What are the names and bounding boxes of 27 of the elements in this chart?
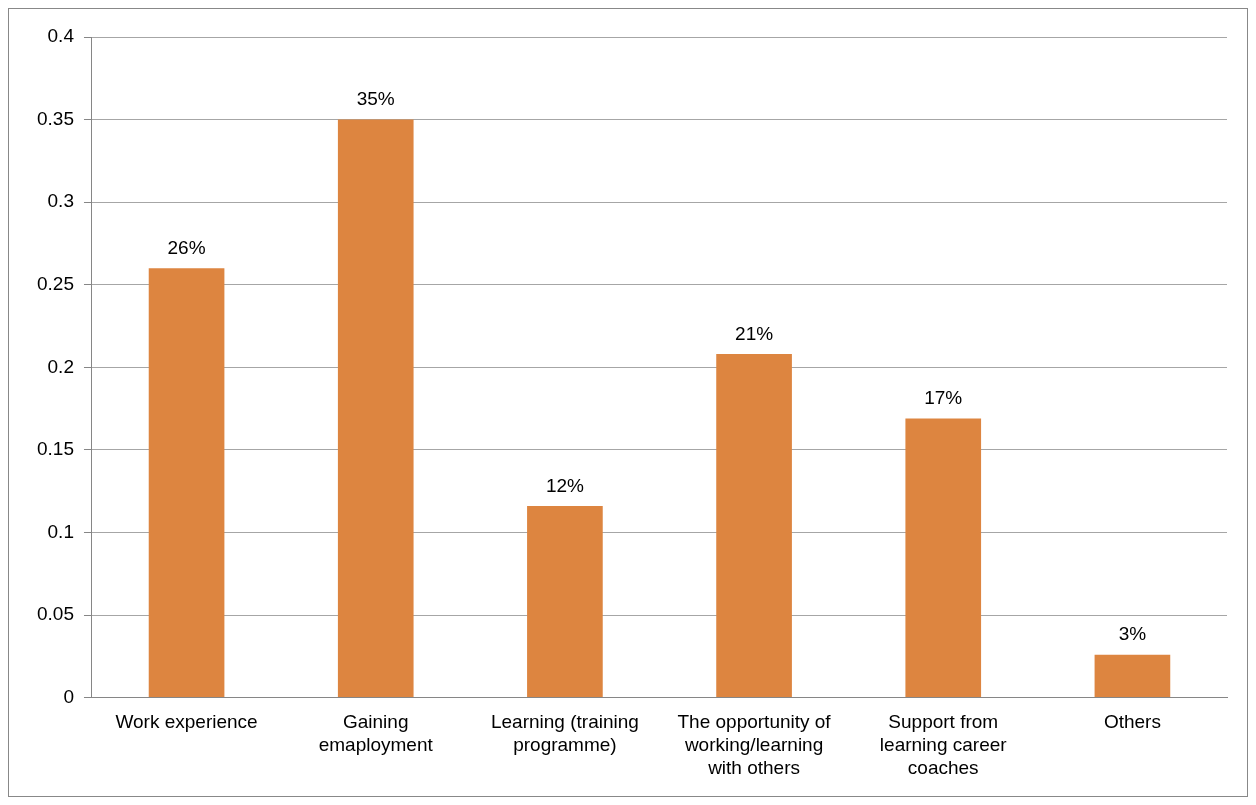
x-tick-label: Support from learning career coaches — [879, 711, 1008, 778]
x-tick-label: Learning (training programme) — [490, 711, 639, 756]
y-tick-label: 0.05 — [37, 603, 74, 625]
data-label: 21% — [735, 322, 774, 344]
data-label: 3% — [1118, 623, 1147, 645]
y-tick-label: 0.15 — [37, 438, 74, 460]
y-tick-label: 0.2 — [47, 355, 74, 377]
bar — [716, 354, 792, 698]
data-label: 35% — [356, 88, 395, 110]
bar — [527, 506, 603, 698]
bar — [148, 268, 225, 698]
x-tick-label: Gaining emaployment — [318, 711, 434, 756]
x-tick-label: Others — [1103, 711, 1161, 733]
y-tick-label: 0.25 — [37, 272, 74, 294]
y-tick-label: 0.3 — [47, 190, 74, 212]
data-label: 12% — [545, 474, 585, 496]
bar — [337, 119, 414, 698]
data-label: 26% — [167, 236, 206, 258]
x-tick-label: Work experience — [115, 711, 258, 733]
y-tick-label: 0.1 — [47, 520, 74, 542]
bar — [905, 418, 982, 698]
y-tick-label: 0 — [63, 685, 74, 707]
x-tick-label: The opportunity of working/learning with others — [677, 711, 832, 778]
y-tick-label: 0.4 — [47, 25, 75, 47]
y-tick-label: 0.35 — [37, 107, 74, 129]
data-label: 17% — [924, 387, 963, 409]
bar — [1094, 654, 1171, 698]
